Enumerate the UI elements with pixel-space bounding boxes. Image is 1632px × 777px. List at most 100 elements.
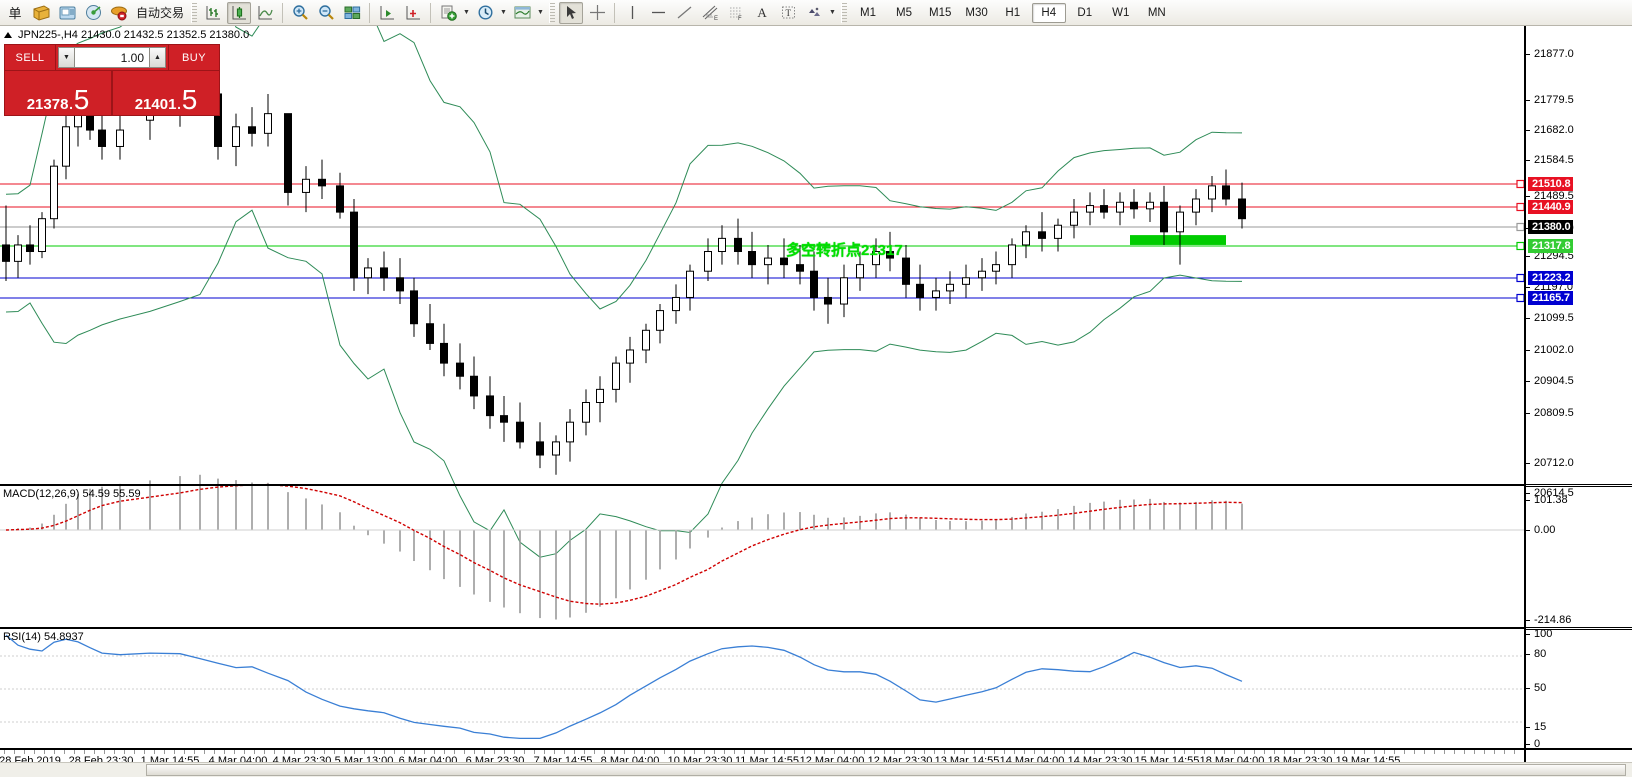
price-axis-label: 21294.5 bbox=[1534, 250, 1574, 262]
volume-stepper[interactable]: ▼ 1.00 ▲ bbox=[56, 44, 168, 71]
zoom-in-icon[interactable] bbox=[288, 2, 312, 24]
horizontal-line-icon[interactable] bbox=[646, 2, 670, 24]
chevron-down-icon-objects[interactable]: ▼ bbox=[829, 9, 836, 16]
time-axis-tick bbox=[114, 750, 115, 754]
line-chart-icon[interactable] bbox=[253, 2, 277, 24]
candlestick-chart-icon[interactable] bbox=[227, 1, 252, 24]
buy-price-integer: 21401 bbox=[134, 96, 177, 113]
price-axis-label: 21489.5 bbox=[1534, 190, 1574, 202]
timeframe-w1[interactable]: W1 bbox=[1112, 6, 1130, 19]
chevron-down-icon-periods[interactable]: ▼ bbox=[500, 9, 507, 16]
scrollbar-thumb[interactable] bbox=[146, 764, 1626, 776]
price-level-tag[interactable]: 21165.7 bbox=[1528, 291, 1573, 305]
timeframe-m30[interactable]: M30 bbox=[965, 6, 988, 19]
trendline-icon[interactable] bbox=[672, 2, 696, 24]
candlestick bbox=[642, 323, 650, 364]
time-axis-tick bbox=[1074, 750, 1075, 754]
price-level-tag[interactable]: 21510.8 bbox=[1528, 177, 1574, 191]
text-tool-icon[interactable]: A bbox=[757, 4, 767, 20]
level-line-handle[interactable] bbox=[1516, 273, 1524, 283]
timeframe-m5[interactable]: M5 bbox=[896, 6, 912, 19]
candlestick bbox=[962, 264, 970, 298]
price-level-tag[interactable]: 21380.0 bbox=[1528, 220, 1574, 234]
chart-text-annotation[interactable]: 多空转折点21317 bbox=[786, 242, 903, 259]
level-line-handle[interactable] bbox=[1516, 179, 1524, 189]
one-click-trading-panel[interactable]: SELL ▼ 1.00 ▲ BUY 21378 . 5 21401 bbox=[4, 44, 220, 116]
buy-price[interactable]: 21401 . 5 bbox=[112, 71, 220, 116]
time-axis-tick bbox=[714, 750, 715, 754]
price-axis[interactable]: 21877.0 21779.5 21682.0 21584.5 21489.5 21380… bbox=[1524, 26, 1632, 777]
volume-increase-button[interactable]: ▲ bbox=[149, 47, 166, 68]
time-axis-tick bbox=[914, 750, 915, 754]
price-level-tag[interactable]: 21223.2 bbox=[1528, 271, 1574, 285]
news-icon[interactable] bbox=[55, 2, 79, 24]
time-axis-tick bbox=[704, 750, 705, 754]
chevron-down-icon-indicators[interactable]: ▼ bbox=[463, 9, 470, 16]
volume-input[interactable]: 1.00 bbox=[75, 47, 149, 68]
price-axis-label: 0 bbox=[1534, 738, 1541, 750]
toolbar-divider bbox=[282, 2, 284, 23]
candlestick bbox=[1146, 192, 1154, 222]
time-axis-tick bbox=[664, 750, 665, 754]
sell-button[interactable]: SELL bbox=[4, 44, 56, 71]
expert-advisor-icon[interactable] bbox=[107, 2, 131, 24]
level-line-handle[interactable] bbox=[1516, 241, 1524, 251]
timeframe-d1[interactable]: D1 bbox=[1077, 6, 1093, 19]
vertical-line-icon[interactable] bbox=[620, 2, 644, 24]
crosshair-icon[interactable] bbox=[585, 2, 609, 24]
price-axis-label: 100 bbox=[1534, 628, 1553, 640]
price-axis-label: 21584.5 bbox=[1534, 154, 1574, 166]
bar-chart-icon[interactable] bbox=[201, 2, 225, 24]
axis-tick bbox=[1526, 318, 1530, 319]
price-level-tag[interactable]: 21317.8 bbox=[1528, 239, 1574, 253]
fibonacci-retracement-icon[interactable]: F bbox=[724, 2, 748, 24]
candlestick bbox=[1160, 185, 1168, 245]
text-label-icon[interactable]: T bbox=[776, 2, 800, 24]
volume-decrease-button[interactable]: ▼ bbox=[58, 47, 75, 68]
level-line-handle[interactable] bbox=[1516, 202, 1524, 212]
time-axis-tick bbox=[1004, 750, 1005, 754]
timeframe-m1[interactable]: M1 bbox=[860, 6, 876, 19]
objects-list-icon[interactable] bbox=[802, 2, 826, 24]
axis-tick bbox=[1526, 350, 1530, 351]
add-indicator-icon[interactable] bbox=[436, 2, 460, 24]
order-icon[interactable]: 单 bbox=[3, 2, 27, 24]
candlestick-series bbox=[2, 54, 1246, 475]
candlestick bbox=[932, 277, 940, 311]
chart-canvas-area[interactable]: JPN225-,H4 21430.0 21432.5 21352.5 21380… bbox=[0, 26, 1632, 777]
zoom-out-icon[interactable] bbox=[314, 2, 338, 24]
time-axis-tick bbox=[1484, 750, 1485, 754]
time-axis-tick bbox=[324, 750, 325, 754]
timeframe-m15[interactable]: M15 bbox=[929, 6, 952, 19]
green-highlight-box[interactable] bbox=[1130, 235, 1226, 245]
chart-shift-icon[interactable] bbox=[401, 2, 425, 24]
tile-windows-icon[interactable] bbox=[340, 2, 364, 24]
signal-icon[interactable] bbox=[81, 2, 105, 24]
autotrading-label[interactable]: 自动交易 bbox=[136, 6, 185, 20]
price-level-tag[interactable]: 21440.9 bbox=[1528, 200, 1574, 214]
horizontal-scrollbar[interactable] bbox=[0, 762, 1632, 777]
candlestick bbox=[410, 277, 418, 337]
equidistant-channel-icon[interactable]: E bbox=[698, 2, 722, 24]
auto-scroll-icon[interactable] bbox=[375, 2, 399, 24]
sell-price[interactable]: 21378 . 5 bbox=[4, 71, 112, 116]
price-plot[interactable]: JPN225-,H4 21430.0 21432.5 21352.5 21380… bbox=[0, 26, 1524, 777]
buy-button[interactable]: BUY bbox=[168, 44, 220, 71]
axis-tick bbox=[1526, 130, 1530, 131]
time-axis-tick bbox=[1374, 750, 1375, 754]
time-axis-tick bbox=[144, 750, 145, 754]
wallet-icon[interactable] bbox=[29, 2, 53, 24]
templates-icon[interactable] bbox=[510, 2, 534, 24]
timeframe-h1[interactable]: H1 bbox=[1005, 6, 1021, 19]
collapse-triangle-icon[interactable] bbox=[4, 32, 12, 38]
chevron-down-icon-templates[interactable]: ▼ bbox=[537, 9, 544, 16]
macd-panel-divider bbox=[0, 484, 1524, 486]
candlestick bbox=[302, 166, 310, 213]
periods-clock-icon[interactable] bbox=[473, 2, 497, 24]
level-line-handle[interactable] bbox=[1516, 222, 1524, 232]
timeframe-h4[interactable]: H4 bbox=[1031, 2, 1066, 23]
timeframe-mn[interactable]: MN bbox=[1147, 6, 1166, 19]
level-line-handle[interactable] bbox=[1516, 293, 1524, 303]
cursor-arrow-icon[interactable] bbox=[559, 1, 584, 24]
candlestick bbox=[486, 376, 494, 429]
